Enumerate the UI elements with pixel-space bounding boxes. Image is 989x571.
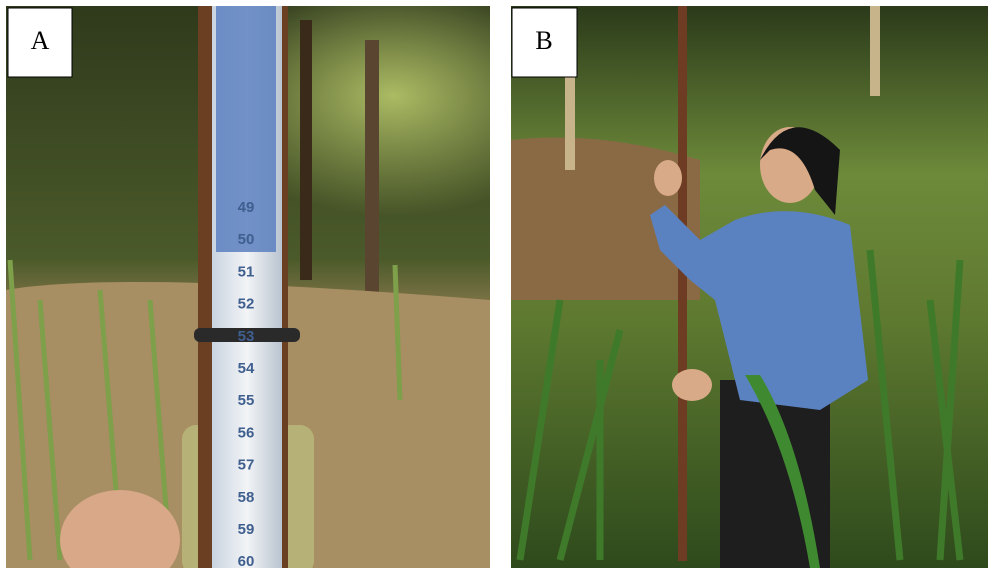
panel-label: B (535, 26, 552, 55)
scale-label: 58 (238, 489, 255, 506)
scale-label: 59 (238, 521, 255, 538)
photo-a (6, 6, 490, 571)
scale-label: 52 (238, 296, 255, 313)
photo-b (511, 6, 988, 570)
scale-label: 56 (238, 424, 255, 441)
scale-label: 55 (238, 392, 255, 409)
scale-label: 53 (238, 328, 255, 345)
figure: 49 50 51 52 53 54 55 56 57 58 59 60 A B (0, 0, 989, 571)
scale-label: 54 (238, 360, 255, 377)
scale-label: 57 (238, 457, 255, 474)
scale-label: 60 (238, 553, 255, 570)
panel-label: A (31, 26, 50, 55)
scale-label: 50 (238, 231, 255, 248)
scale-label: 51 (238, 263, 255, 280)
scale-label: 49 (238, 199, 255, 216)
